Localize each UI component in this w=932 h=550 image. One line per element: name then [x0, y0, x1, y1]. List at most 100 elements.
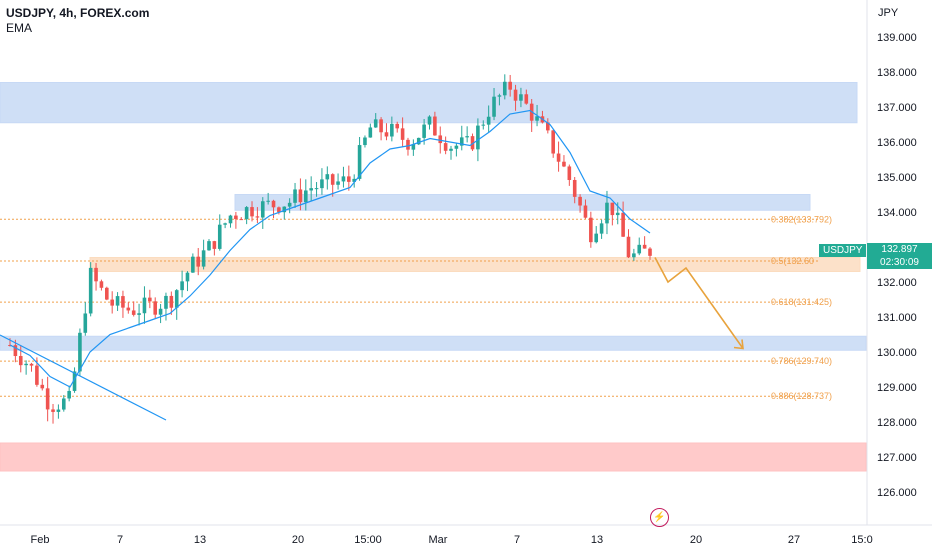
candle-body: [244, 207, 249, 220]
candle-body: [250, 207, 254, 217]
time-axis[interactable]: Feb 7 13 20 15:00 Mar 7 13 20 27 15:0: [31, 534, 873, 546]
zone-demand: [0, 442, 867, 472]
candle-body: [40, 384, 45, 389]
candle-body: [148, 297, 152, 302]
symbol-badge: USDJPY: [819, 244, 867, 257]
candle-body: [594, 233, 599, 243]
lightning-icon[interactable]: ⚡: [650, 508, 669, 527]
candle-body: [373, 119, 378, 128]
time-tick: Feb: [31, 534, 50, 546]
candle-body: [508, 81, 512, 90]
fib-label: 0.886(128.737): [771, 391, 832, 401]
price-tick: 135.000: [877, 172, 917, 184]
candle-body: [45, 388, 50, 410]
projection-arrowhead: [733, 339, 744, 350]
zone-resistance: [234, 194, 811, 211]
price-tick: 129.000: [877, 382, 917, 394]
candle-body: [78, 332, 82, 372]
candle-body: [67, 390, 71, 399]
candle-body: [255, 216, 260, 218]
candle-body: [427, 116, 432, 125]
zones-layer: [0, 82, 867, 472]
candle-body: [105, 287, 109, 300]
time-tick: 7: [117, 534, 123, 546]
candle-body: [282, 206, 287, 213]
candle-body: [433, 116, 437, 136]
candle-body: [583, 205, 588, 218]
candle-body: [497, 95, 502, 97]
candle-body: [158, 308, 163, 315]
candle-body: [35, 365, 39, 385]
candle-body: [486, 116, 491, 125]
candle-body: [72, 371, 77, 391]
zone-support: [89, 257, 861, 272]
chart-title[interactable]: USDJPY, 4h, FOREX.com: [6, 6, 150, 20]
candle-body: [648, 248, 652, 256]
candle-body: [347, 176, 351, 182]
candle-body: [191, 256, 195, 273]
candle-body: [228, 215, 233, 224]
candle-body: [610, 202, 615, 216]
candle-body: [320, 179, 324, 189]
fib-label: 0.5(132.60: [771, 256, 814, 266]
candle-body: [271, 200, 276, 208]
candle-body: [185, 272, 190, 282]
price-tick: 127.000: [877, 452, 917, 464]
candle-body: [400, 128, 405, 140]
candle-body: [99, 281, 104, 288]
candle-body: [556, 153, 561, 162]
candle-body: [492, 96, 496, 117]
candle-body: [578, 196, 582, 206]
bar-countdown: 02:30:09: [880, 257, 919, 268]
price-tick: 134.000: [877, 207, 917, 219]
candle-body: [137, 313, 141, 315]
candle-body: [513, 89, 518, 101]
time-tick: 27: [788, 534, 800, 546]
candle-body: [217, 224, 222, 249]
price-tick: 130.000: [877, 347, 917, 359]
candle-body: [212, 241, 217, 249]
candle-body: [13, 345, 18, 357]
candle-body: [121, 296, 125, 308]
candle-body: [411, 144, 416, 150]
fib-label: 0.786(129.740): [771, 356, 832, 366]
candle-body: [363, 137, 367, 146]
candle-body: [223, 223, 227, 225]
candle-body: [524, 94, 529, 104]
candle-body: [298, 189, 303, 203]
candle-body: [422, 124, 426, 138]
candle-body: [142, 297, 147, 314]
candle-body: [572, 179, 577, 197]
candle-body: [567, 166, 572, 180]
fib-layer: 0.382(133.792) 0.5(132.60 0.618(131.425) 0.…: [0, 214, 832, 401]
candle-body: [465, 136, 469, 138]
time-tick: 20: [292, 534, 304, 546]
candle-body: [637, 244, 642, 254]
candle-body: [94, 267, 98, 282]
candle-body: [642, 244, 647, 249]
time-tick: 13: [194, 534, 206, 546]
candle-body: [406, 139, 410, 150]
candle-body: [352, 178, 357, 182]
candle-body: [368, 127, 373, 138]
candle-body: [546, 122, 550, 131]
candle-body: [287, 202, 292, 207]
candle-body: [390, 123, 394, 137]
candle-body: [632, 253, 636, 258]
candle-body: [56, 409, 61, 412]
price-tick: 128.000: [877, 417, 917, 429]
time-tick: 15:00: [354, 534, 382, 546]
last-price-tag: 132.897 02:30:09: [867, 243, 932, 269]
candle-body: [357, 145, 362, 179]
time-tick: 13: [591, 534, 603, 546]
candle-body: [115, 296, 120, 306]
candle-body: [61, 398, 66, 410]
time-tick: 7: [514, 534, 520, 546]
indicator-label[interactable]: EMA: [6, 21, 33, 35]
candles-layer: [8, 74, 652, 424]
candle-body: [169, 295, 174, 308]
candle-body: [174, 290, 179, 308]
currency-label: JPY: [878, 7, 899, 19]
candle-body: [449, 148, 453, 151]
